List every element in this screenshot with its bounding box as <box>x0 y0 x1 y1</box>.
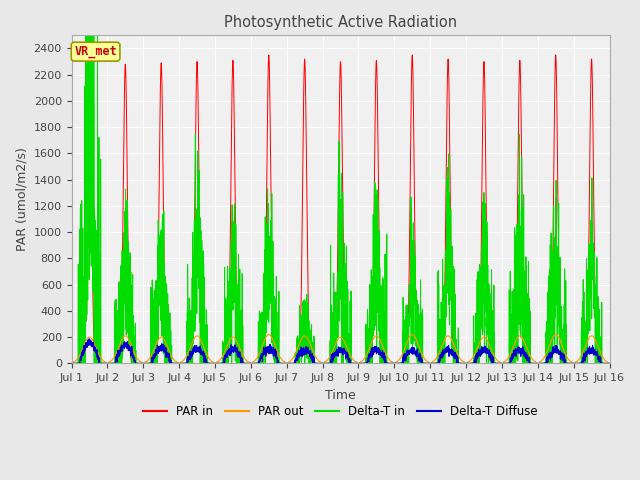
Delta-T Diffuse <box>431 360 439 366</box>
PAR out <box>605 360 612 366</box>
Delta-T Diffuse <box>68 360 76 366</box>
Delta-T Diffuse <box>461 360 469 366</box>
PAR in <box>552 52 559 58</box>
Delta-T in <box>68 360 76 366</box>
Delta-T in <box>605 360 612 366</box>
PAR in <box>461 360 468 366</box>
Delta-T Diffuse <box>321 360 328 366</box>
PAR out <box>321 360 328 366</box>
Title: Photosynthetic Active Radiation: Photosynthetic Active Radiation <box>224 15 457 30</box>
Line: Delta-T in: Delta-T in <box>72 0 609 363</box>
PAR out <box>68 360 76 366</box>
Line: Delta-T Diffuse: Delta-T Diffuse <box>72 339 609 363</box>
Delta-T in <box>605 360 613 366</box>
PAR out <box>492 355 499 361</box>
PAR in <box>605 360 612 366</box>
PAR in <box>321 360 328 366</box>
PAR out <box>164 346 172 352</box>
Text: VR_met: VR_met <box>74 45 117 58</box>
PAR out <box>461 360 468 366</box>
Delta-T Diffuse <box>605 360 612 366</box>
Delta-T Diffuse <box>492 360 499 366</box>
Legend: PAR in, PAR out, Delta-T in, Delta-T Diffuse: PAR in, PAR out, Delta-T in, Delta-T Dif… <box>138 401 543 423</box>
PAR out <box>605 360 613 366</box>
PAR in <box>431 360 439 366</box>
PAR in <box>68 360 76 366</box>
Y-axis label: PAR (umol/m2/s): PAR (umol/m2/s) <box>15 147 28 252</box>
PAR in <box>605 360 613 366</box>
Delta-T in <box>492 360 499 366</box>
Line: PAR out: PAR out <box>72 335 609 363</box>
PAR out <box>552 332 559 337</box>
Delta-T Diffuse <box>164 354 172 360</box>
PAR out <box>431 357 439 362</box>
PAR in <box>492 360 499 366</box>
Delta-T in <box>461 360 469 366</box>
PAR in <box>164 360 172 366</box>
Delta-T Diffuse <box>605 360 613 366</box>
Delta-T in <box>321 360 328 366</box>
Delta-T Diffuse <box>85 336 93 342</box>
Delta-T in <box>431 360 439 366</box>
X-axis label: Time: Time <box>325 389 356 402</box>
Line: PAR in: PAR in <box>72 55 609 363</box>
Delta-T in <box>164 360 172 366</box>
